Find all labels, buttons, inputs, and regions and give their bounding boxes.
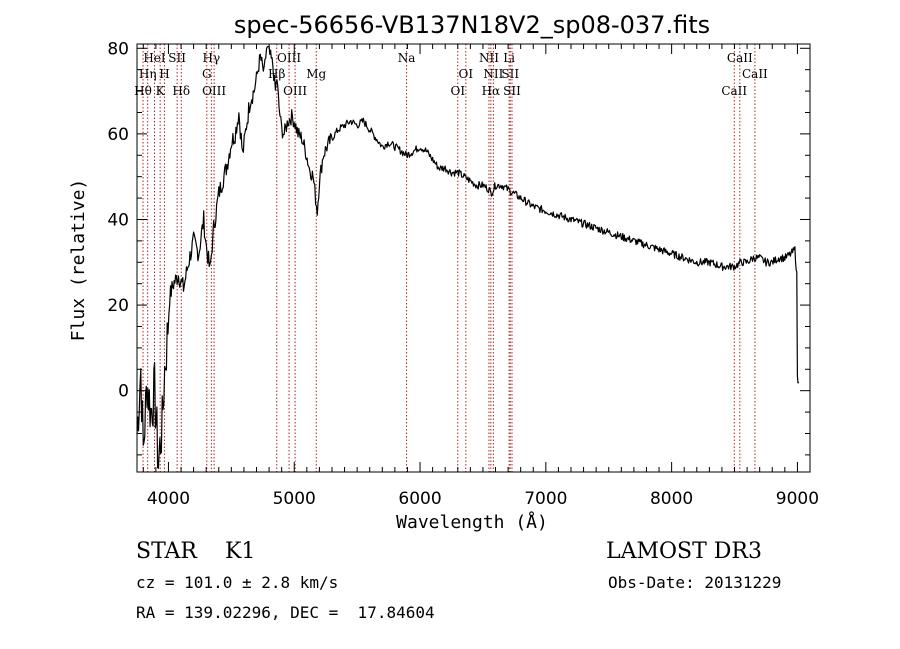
- y-tick-label: 80: [107, 39, 129, 59]
- spectral-line-label: SII: [501, 67, 519, 81]
- x-axis-title: Wavelength (Å): [396, 511, 548, 533]
- spectral-line-label: K: [156, 84, 166, 98]
- spectral-line-label: Hθ: [134, 84, 152, 98]
- spectral-line-labels: Hθ Hη HeI KH SII Hδ Hγ G OIII OIII Hβ OIII Mg Na OI OI N…: [134, 51, 768, 98]
- spectral-line-label: Na: [398, 51, 416, 65]
- coordinates: RA = 139.02296, DEC = 17.84604: [136, 603, 435, 622]
- y-tick-label: 20: [107, 296, 129, 316]
- spectral-line-label: Li: [503, 51, 515, 65]
- spectral-line-label: Hβ: [268, 67, 285, 81]
- spectral-line-label: G: [202, 67, 212, 81]
- spectral-line-label: CaII: [742, 67, 768, 81]
- y-axis-title: Flux (relative): [68, 179, 89, 342]
- spectral-line-label: Hα: [482, 84, 501, 98]
- spectral-line-label: OIII: [277, 51, 301, 65]
- x-tick-label: 4000: [147, 489, 190, 509]
- x-axis-ticks: 4000 5000 6000 7000 8000 9000: [142, 44, 819, 509]
- spectral-line-label: Hη: [139, 67, 157, 81]
- x-tick-label: 6000: [398, 489, 441, 509]
- y-tick-label: 0: [118, 382, 129, 402]
- spectral-line-label: NII: [483, 67, 503, 81]
- spectral-line-label: Mg: [306, 67, 326, 81]
- plot-frame: [136, 43, 811, 473]
- spectral-line-label: OI: [450, 84, 465, 98]
- spectral-line-label: OIII: [202, 84, 226, 98]
- observation-date: Obs-Date: 20131229: [608, 573, 782, 592]
- spectral-line-markers: [142, 44, 756, 472]
- spectral-line-label: SII: [168, 51, 186, 65]
- spectral-line-label: SII: [503, 84, 521, 98]
- spectrum-series-line: [136, 45, 800, 469]
- y-axis-ticks: 0 20 40 60 80: [107, 39, 810, 456]
- survey-name: LAMOST DR3: [606, 539, 762, 564]
- spectral-line-label: OIII: [283, 84, 307, 98]
- spectral-line-label: H: [159, 67, 169, 81]
- x-tick-label: 8000: [650, 489, 693, 509]
- spectral-line-label: OI: [459, 67, 474, 81]
- spectral-line-label: CaII: [721, 84, 747, 98]
- y-tick-label: 40: [107, 210, 129, 230]
- spectral-line-label: NII: [479, 51, 499, 65]
- spectral-line-label: Hδ: [172, 84, 190, 98]
- spectral-line-label: HeI: [143, 51, 166, 65]
- x-tick-label: 9000: [776, 489, 819, 509]
- redshift-velocity: cz = 101.0 ± 2.8 km/s: [136, 573, 339, 592]
- x-tick-label: 5000: [273, 489, 316, 509]
- chart-title: spec-56656-VB137N18V2_sp08-037.fits: [234, 11, 710, 39]
- x-tick-label: 7000: [524, 489, 567, 509]
- y-tick-label: 60: [107, 125, 129, 145]
- spectral-line-label: Hγ: [203, 51, 221, 65]
- object-class: STAR K1: [136, 539, 256, 564]
- spectral-line-label: CaII: [727, 51, 753, 65]
